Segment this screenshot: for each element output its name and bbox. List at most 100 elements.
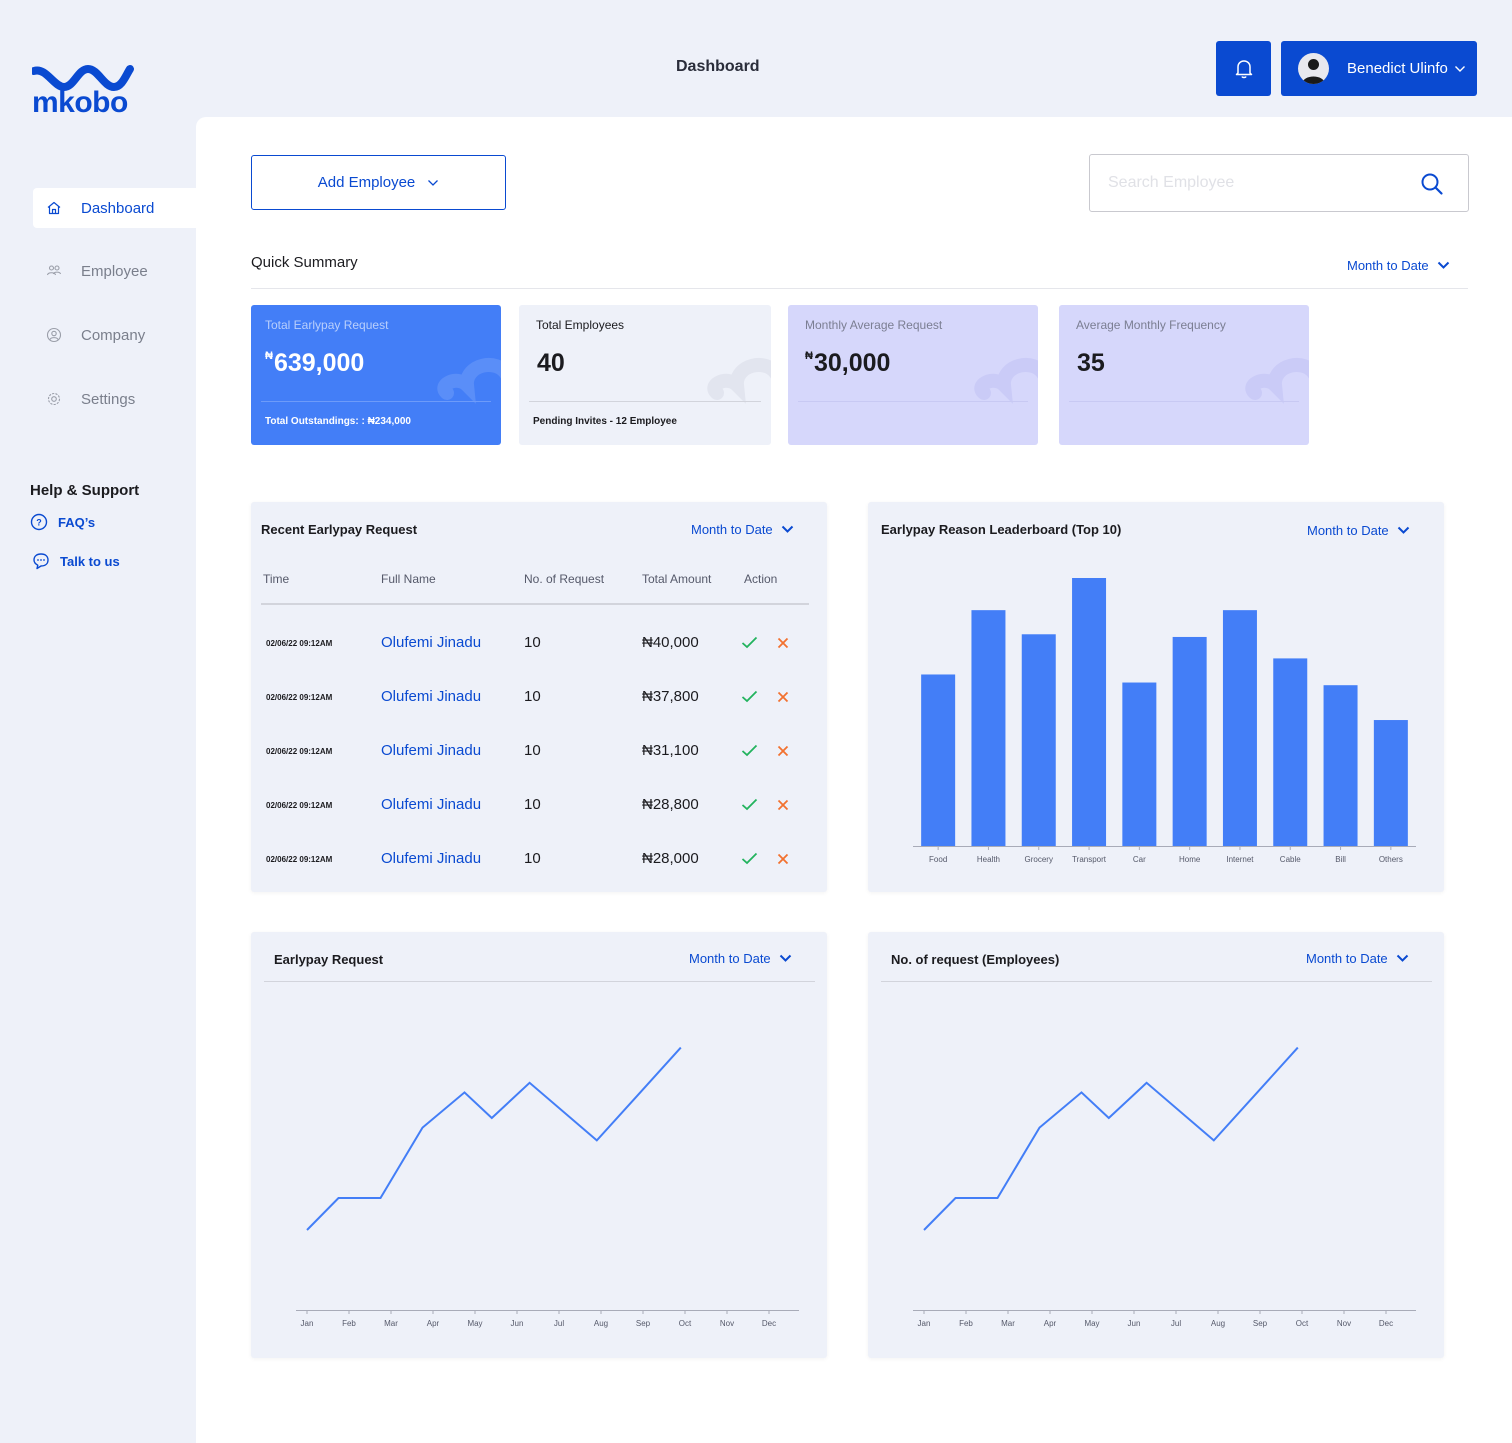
faq-link[interactable]: ? FAQ’s: [30, 513, 95, 531]
gear-icon: [46, 391, 62, 407]
accept-check-icon[interactable]: [741, 690, 758, 703]
quick-summary-title: Quick Summary: [251, 254, 358, 271]
panel-title: Recent Earlypay Request: [261, 522, 418, 537]
accept-check-icon[interactable]: [741, 852, 758, 865]
bar: [1072, 578, 1107, 846]
avatar: [1298, 53, 1329, 84]
row-time: 02/06/22 09:12AM: [266, 801, 333, 810]
card-label: Monthly Average Request: [805, 318, 943, 332]
card-value: 35: [1077, 349, 1105, 377]
row-time: 02/06/22 09:12AM: [266, 639, 333, 648]
accept-check-icon[interactable]: [741, 636, 758, 649]
x-tick-label: Others: [1379, 855, 1403, 864]
sidebar-item-settings[interactable]: Settings: [33, 379, 196, 419]
user-menu-button[interactable]: Benedict Ulinfo: [1281, 41, 1477, 96]
panel-title: Earlypay Reason Leaderboard (Top 10): [881, 522, 1122, 537]
row-amount: ₦28,000: [642, 850, 699, 867]
add-employee-button[interactable]: Add Employee: [251, 155, 506, 210]
users-icon: [46, 263, 62, 279]
x-tick-label: Jul: [1171, 1319, 1181, 1328]
sidebar-item-employee[interactable]: Employee: [33, 251, 196, 291]
card-decoration: [974, 358, 1038, 404]
sidebar-item-company[interactable]: Company: [33, 315, 196, 355]
card-footer: Total Outstandings: : ₦234,000: [265, 416, 411, 427]
chevron-down-icon: [1454, 65, 1466, 73]
user-name: Benedict Ulinfo: [1347, 60, 1448, 77]
x-tick-label: Feb: [959, 1319, 973, 1328]
recent-period-dropdown[interactable]: Month to Date: [691, 522, 794, 537]
chevron-down-icon: [779, 954, 791, 962]
accept-check-icon[interactable]: [741, 798, 758, 811]
summary-period-dropdown[interactable]: Month to Date: [1347, 258, 1450, 273]
x-tick-label: Apr: [1044, 1319, 1057, 1328]
x-tick-label: Oct: [1296, 1319, 1309, 1328]
help-support-title: Help & Support: [30, 482, 140, 499]
table-row: 02/06/22 09:12AM Olufemi Jinadu 10 ₦40,0…: [261, 619, 809, 673]
row-name-link[interactable]: Olufemi Jinadu: [381, 796, 482, 813]
row-time: 02/06/22 09:12AM: [266, 855, 333, 864]
earlypay-period-dropdown[interactable]: Month to Date: [689, 951, 792, 966]
row-name-link[interactable]: Olufemi Jinadu: [381, 742, 482, 759]
sidebar-item-dashboard[interactable]: Dashboard: [33, 188, 196, 228]
bell-icon: [1234, 58, 1254, 80]
page-title: Dashboard: [676, 58, 760, 75]
reject-x-icon[interactable]: [777, 691, 789, 703]
row-count: 10: [524, 688, 541, 705]
search-employee-box[interactable]: [1089, 154, 1469, 212]
row-name-link[interactable]: Olufemi Jinadu: [381, 850, 482, 867]
row-name-link[interactable]: Olufemi Jinadu: [381, 634, 482, 651]
x-tick-label: Internet: [1226, 855, 1254, 864]
period-label: Month to Date: [1306, 951, 1388, 966]
employees-chart-panel: [868, 932, 1444, 1358]
row-amount: ₦28,800: [642, 796, 699, 813]
panel-divider: [264, 981, 815, 982]
reject-x-icon[interactable]: [777, 799, 789, 811]
reject-x-icon[interactable]: [777, 853, 789, 865]
bar: [1122, 682, 1157, 846]
bar: [1222, 610, 1257, 846]
chevron-down-icon: [1437, 261, 1449, 269]
row-time: 02/06/22 09:12AM: [266, 747, 333, 756]
card-decoration: [437, 358, 501, 404]
bar: [921, 674, 956, 846]
employees-line-chart: Jan Feb Mar Apr May Jun Jul Aug Sep Oct Nov Dec: [913, 1046, 1416, 1328]
card-total-earlypay: Total Earlypay Request ₦639,000 Total Ou…: [251, 305, 501, 445]
card-decoration: [1245, 358, 1309, 404]
accept-check-icon[interactable]: [741, 744, 758, 757]
chevron-down-icon: [428, 179, 439, 186]
talk-to-us-label: Talk to us: [60, 553, 120, 569]
panel-divider: [881, 981, 1432, 982]
x-tick-label: May: [467, 1319, 482, 1328]
card-label: Total Employees: [536, 318, 625, 332]
card-footer: Pending Invites - 12 Employee: [533, 416, 677, 427]
brand-name: mkobo: [32, 86, 128, 119]
search-input[interactable]: [1108, 169, 1408, 197]
talk-to-us-link[interactable]: Talk to us: [32, 552, 120, 570]
x-tick-label: Jan: [301, 1319, 314, 1328]
row-count: 10: [524, 742, 541, 759]
column-header-count: No. of Request: [524, 572, 605, 586]
table-row: 02/06/22 09:12AM Olufemi Jinadu 10 ₦28,8…: [261, 781, 809, 835]
reject-x-icon[interactable]: [777, 745, 789, 757]
bar: [1021, 634, 1056, 846]
card-monthly-average: Monthly Average Request ₦30,000: [788, 305, 1038, 445]
chevron-down-icon: [781, 525, 793, 533]
x-tick-label: Oct: [679, 1319, 692, 1328]
chevron-down-icon: [1397, 526, 1409, 534]
x-tick-label: Jan: [918, 1319, 931, 1328]
x-tick-label: Cable: [1280, 855, 1301, 864]
x-tick-label: May: [1084, 1319, 1099, 1328]
row-name-link[interactable]: Olufemi Jinadu: [381, 688, 482, 705]
x-tick-label: Jun: [511, 1319, 524, 1328]
home-icon: [46, 200, 62, 216]
x-tick-label: Dec: [762, 1319, 776, 1328]
x-tick-label: Apr: [427, 1319, 440, 1328]
mkobo-logo: [32, 65, 134, 91]
user-circle-icon: [46, 327, 62, 343]
notifications-button[interactable]: [1216, 41, 1271, 96]
leaderboard-period-dropdown[interactable]: Month to Date: [1307, 523, 1410, 538]
reject-x-icon[interactable]: [777, 637, 789, 649]
employees-period-dropdown[interactable]: Month to Date: [1306, 951, 1409, 966]
search-icon[interactable]: [1420, 172, 1444, 201]
x-tick-label: Bill: [1335, 855, 1346, 864]
